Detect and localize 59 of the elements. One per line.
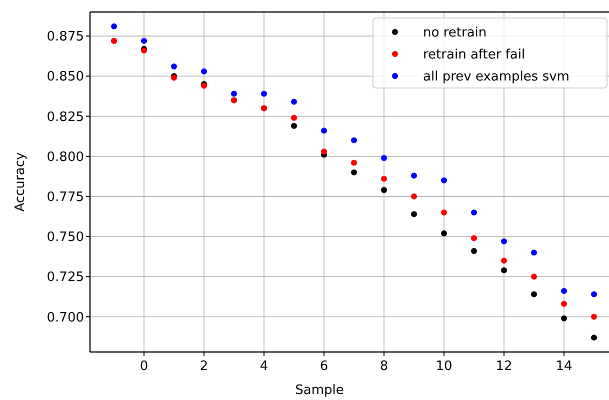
point — [501, 267, 507, 274]
x-tick-label: 6 — [320, 359, 328, 374]
point — [531, 250, 537, 256]
point — [381, 154, 387, 161]
point — [531, 291, 537, 298]
point — [441, 209, 447, 216]
x-axis-title: Sample — [295, 383, 344, 398]
point — [411, 172, 417, 179]
point — [321, 128, 327, 134]
point — [111, 23, 117, 30]
x-tick-label: 8 — [380, 359, 388, 374]
point — [471, 235, 477, 242]
y-tick-label: 0.800 — [46, 150, 84, 165]
x-tick-label: 12 — [496, 359, 512, 374]
point — [471, 248, 477, 254]
point — [561, 300, 567, 307]
x-tick-label: 2 — [200, 359, 208, 374]
x-tick-label: 0 — [140, 359, 148, 374]
x-tick-label: 14 — [556, 359, 572, 374]
point — [381, 187, 387, 194]
point — [441, 177, 447, 184]
point — [501, 258, 507, 264]
x-tick-label: 10 — [436, 359, 452, 374]
point — [441, 230, 447, 236]
y-axis-title: Accuracy — [13, 152, 28, 212]
point — [351, 169, 357, 176]
point — [321, 148, 327, 155]
point — [351, 137, 357, 144]
legend-label: all prev examples svm — [423, 70, 570, 85]
y-tick-label: 0.725 — [46, 270, 84, 286]
y-tick-label: 0.700 — [46, 310, 84, 326]
point — [171, 64, 177, 70]
x-tick-label: 4 — [260, 359, 268, 374]
point — [201, 68, 207, 74]
y-tick-label: 0.850 — [46, 70, 84, 85]
point — [351, 160, 357, 166]
legend-label: no retrain — [423, 26, 487, 41]
point — [381, 176, 387, 182]
point — [561, 288, 567, 294]
point — [291, 98, 297, 105]
legend-label: retrain after fail — [423, 48, 526, 63]
point — [531, 274, 537, 280]
point — [261, 90, 267, 97]
point — [291, 114, 297, 121]
point — [501, 238, 507, 244]
point — [561, 315, 567, 322]
point — [291, 122, 297, 129]
y-tick-label: 0.875 — [46, 30, 84, 45]
point — [471, 209, 477, 216]
y-tick-label: 0.750 — [46, 230, 84, 246]
point — [591, 314, 597, 320]
y-tick-label: 0.825 — [46, 110, 84, 125]
point — [411, 193, 417, 200]
y-tick-label: 0.775 — [46, 190, 84, 205]
point — [591, 334, 597, 341]
point — [141, 38, 147, 44]
point — [231, 90, 237, 97]
point — [411, 211, 417, 218]
point — [591, 291, 597, 298]
